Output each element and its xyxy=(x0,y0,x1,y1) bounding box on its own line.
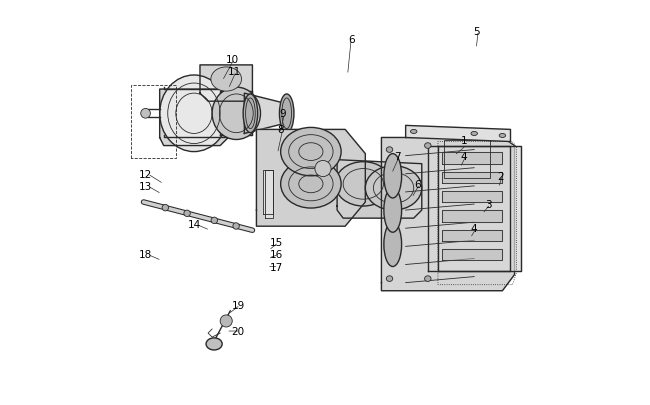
Text: 13: 13 xyxy=(139,181,152,192)
Ellipse shape xyxy=(211,217,218,224)
Polygon shape xyxy=(442,192,502,203)
Ellipse shape xyxy=(499,134,506,138)
Polygon shape xyxy=(406,126,510,142)
Ellipse shape xyxy=(281,128,341,176)
Polygon shape xyxy=(257,130,365,227)
Ellipse shape xyxy=(211,68,242,92)
Polygon shape xyxy=(442,153,502,164)
Ellipse shape xyxy=(212,88,261,140)
Ellipse shape xyxy=(424,143,431,149)
Ellipse shape xyxy=(365,166,422,211)
Polygon shape xyxy=(442,230,502,241)
Ellipse shape xyxy=(160,76,228,152)
Ellipse shape xyxy=(384,188,402,232)
Ellipse shape xyxy=(384,223,402,267)
Polygon shape xyxy=(337,160,422,219)
Polygon shape xyxy=(382,138,515,291)
Polygon shape xyxy=(244,94,292,134)
Ellipse shape xyxy=(184,211,190,217)
Text: 16: 16 xyxy=(270,250,283,260)
Ellipse shape xyxy=(315,161,331,177)
Text: 15: 15 xyxy=(270,238,283,248)
Text: 18: 18 xyxy=(139,250,152,260)
Polygon shape xyxy=(438,146,521,271)
Ellipse shape xyxy=(386,147,393,153)
Ellipse shape xyxy=(243,95,257,133)
Polygon shape xyxy=(160,90,228,146)
Text: 1: 1 xyxy=(461,135,467,145)
Text: 20: 20 xyxy=(232,326,245,336)
Ellipse shape xyxy=(141,109,150,119)
Text: 19: 19 xyxy=(231,300,245,310)
Ellipse shape xyxy=(424,276,431,282)
Ellipse shape xyxy=(384,154,402,198)
Polygon shape xyxy=(200,66,252,102)
Polygon shape xyxy=(428,146,510,271)
Text: 14: 14 xyxy=(187,220,201,230)
Ellipse shape xyxy=(233,223,239,230)
Text: 17: 17 xyxy=(270,262,283,272)
Text: 2: 2 xyxy=(497,171,504,181)
Text: 12: 12 xyxy=(139,169,152,179)
Polygon shape xyxy=(442,249,502,261)
Ellipse shape xyxy=(281,160,341,209)
Polygon shape xyxy=(442,211,502,222)
Text: 8: 8 xyxy=(278,125,284,135)
Text: 9: 9 xyxy=(280,109,286,119)
Text: 7: 7 xyxy=(395,151,401,161)
Ellipse shape xyxy=(411,130,417,134)
Polygon shape xyxy=(442,173,502,183)
Bar xyxy=(444,140,490,178)
Text: 6: 6 xyxy=(348,34,354,45)
Text: 11: 11 xyxy=(227,67,241,77)
Text: 3: 3 xyxy=(485,200,491,209)
Polygon shape xyxy=(265,171,272,219)
Ellipse shape xyxy=(220,315,232,327)
Ellipse shape xyxy=(162,205,168,211)
Ellipse shape xyxy=(206,338,222,350)
Ellipse shape xyxy=(471,132,477,136)
Polygon shape xyxy=(263,171,272,215)
Text: 5: 5 xyxy=(473,27,480,36)
Ellipse shape xyxy=(335,162,391,207)
Ellipse shape xyxy=(280,95,294,133)
Polygon shape xyxy=(220,92,252,136)
Text: 10: 10 xyxy=(226,55,239,65)
Ellipse shape xyxy=(386,276,393,282)
Text: 4: 4 xyxy=(461,151,467,161)
Text: 6: 6 xyxy=(415,179,421,190)
Text: 4: 4 xyxy=(471,224,478,234)
